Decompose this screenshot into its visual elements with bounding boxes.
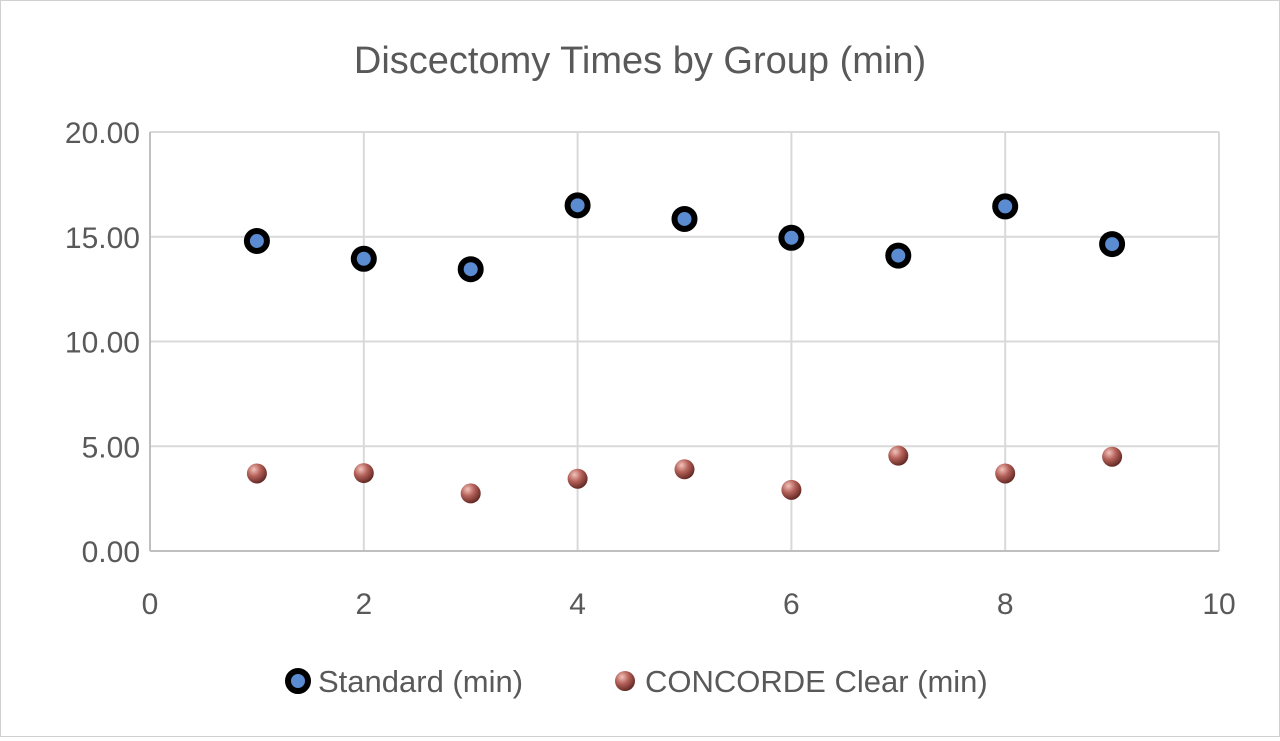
y-tick-label: 5.00 — [82, 431, 140, 464]
concorde-point-sphere — [888, 445, 909, 466]
standard-point-ring — [671, 205, 698, 232]
standard-point — [778, 224, 805, 251]
chart-title: Discectomy Times by Group (min) — [354, 40, 926, 82]
y-tick-label: 10.00 — [65, 327, 140, 360]
legend-marker-concorde — [615, 671, 635, 691]
legend-label: Standard (min) — [318, 664, 523, 699]
legend-marker-standard — [285, 668, 311, 694]
y-tick-label: 0.00 — [82, 536, 140, 569]
standard-point-ring — [243, 227, 270, 254]
concorde-point-sphere — [995, 463, 1016, 484]
concorde-point — [353, 463, 374, 484]
concorde-point — [995, 463, 1016, 484]
concorde-point — [567, 468, 588, 489]
standard-point — [671, 205, 698, 232]
x-tick-label: 6 — [783, 588, 800, 621]
standard-point-ring — [992, 193, 1019, 220]
concorde-point-sphere — [674, 459, 695, 480]
standard-point — [564, 192, 591, 219]
x-tick-label: 8 — [997, 588, 1014, 621]
standard-point — [457, 256, 484, 283]
concorde-point-sphere — [353, 463, 374, 484]
y-tick-label: 15.00 — [65, 222, 140, 255]
concorde-point — [674, 459, 695, 480]
concorde-point — [781, 479, 802, 500]
concorde-point-sphere — [246, 463, 267, 484]
x-tick-label: 2 — [355, 588, 372, 621]
axes: 0.00 5.00 10.00 15.00 20.00 0 2 4 6 8 10 — [65, 117, 1236, 621]
concorde-point-sphere — [781, 479, 802, 500]
grid — [149, 131, 1220, 552]
concorde-point — [246, 463, 267, 484]
standard-point — [885, 242, 912, 269]
legend-label: CONCORDE Clear (min) — [645, 664, 988, 699]
standard-point-ring — [778, 224, 805, 251]
legend-marker-standard-ring — [285, 668, 311, 694]
x-tick-label: 10 — [1202, 588, 1235, 621]
standard-point-ring — [564, 192, 591, 219]
standard-point-ring — [885, 242, 912, 269]
x-tick-label: 0 — [142, 588, 159, 621]
concorde-point-sphere — [567, 468, 588, 489]
legend: Standard (min) CONCORDE Clear (min) — [285, 664, 988, 699]
data-points — [243, 192, 1126, 504]
standard-point — [350, 245, 377, 272]
concorde-point — [888, 445, 909, 466]
concorde-point-sphere — [460, 483, 481, 504]
standard-point — [992, 193, 1019, 220]
standard-point — [243, 227, 270, 254]
concorde-point — [460, 483, 481, 504]
standard-point-ring — [1099, 231, 1126, 258]
legend-marker-concorde-sphere — [615, 671, 635, 691]
standard-point-ring — [457, 256, 484, 283]
y-tick-label: 20.00 — [65, 117, 140, 150]
x-tick-label: 4 — [569, 588, 586, 621]
concorde-point — [1102, 446, 1123, 467]
standard-point-ring — [350, 245, 377, 272]
concorde-point-sphere — [1102, 446, 1123, 467]
standard-point — [1099, 231, 1126, 258]
